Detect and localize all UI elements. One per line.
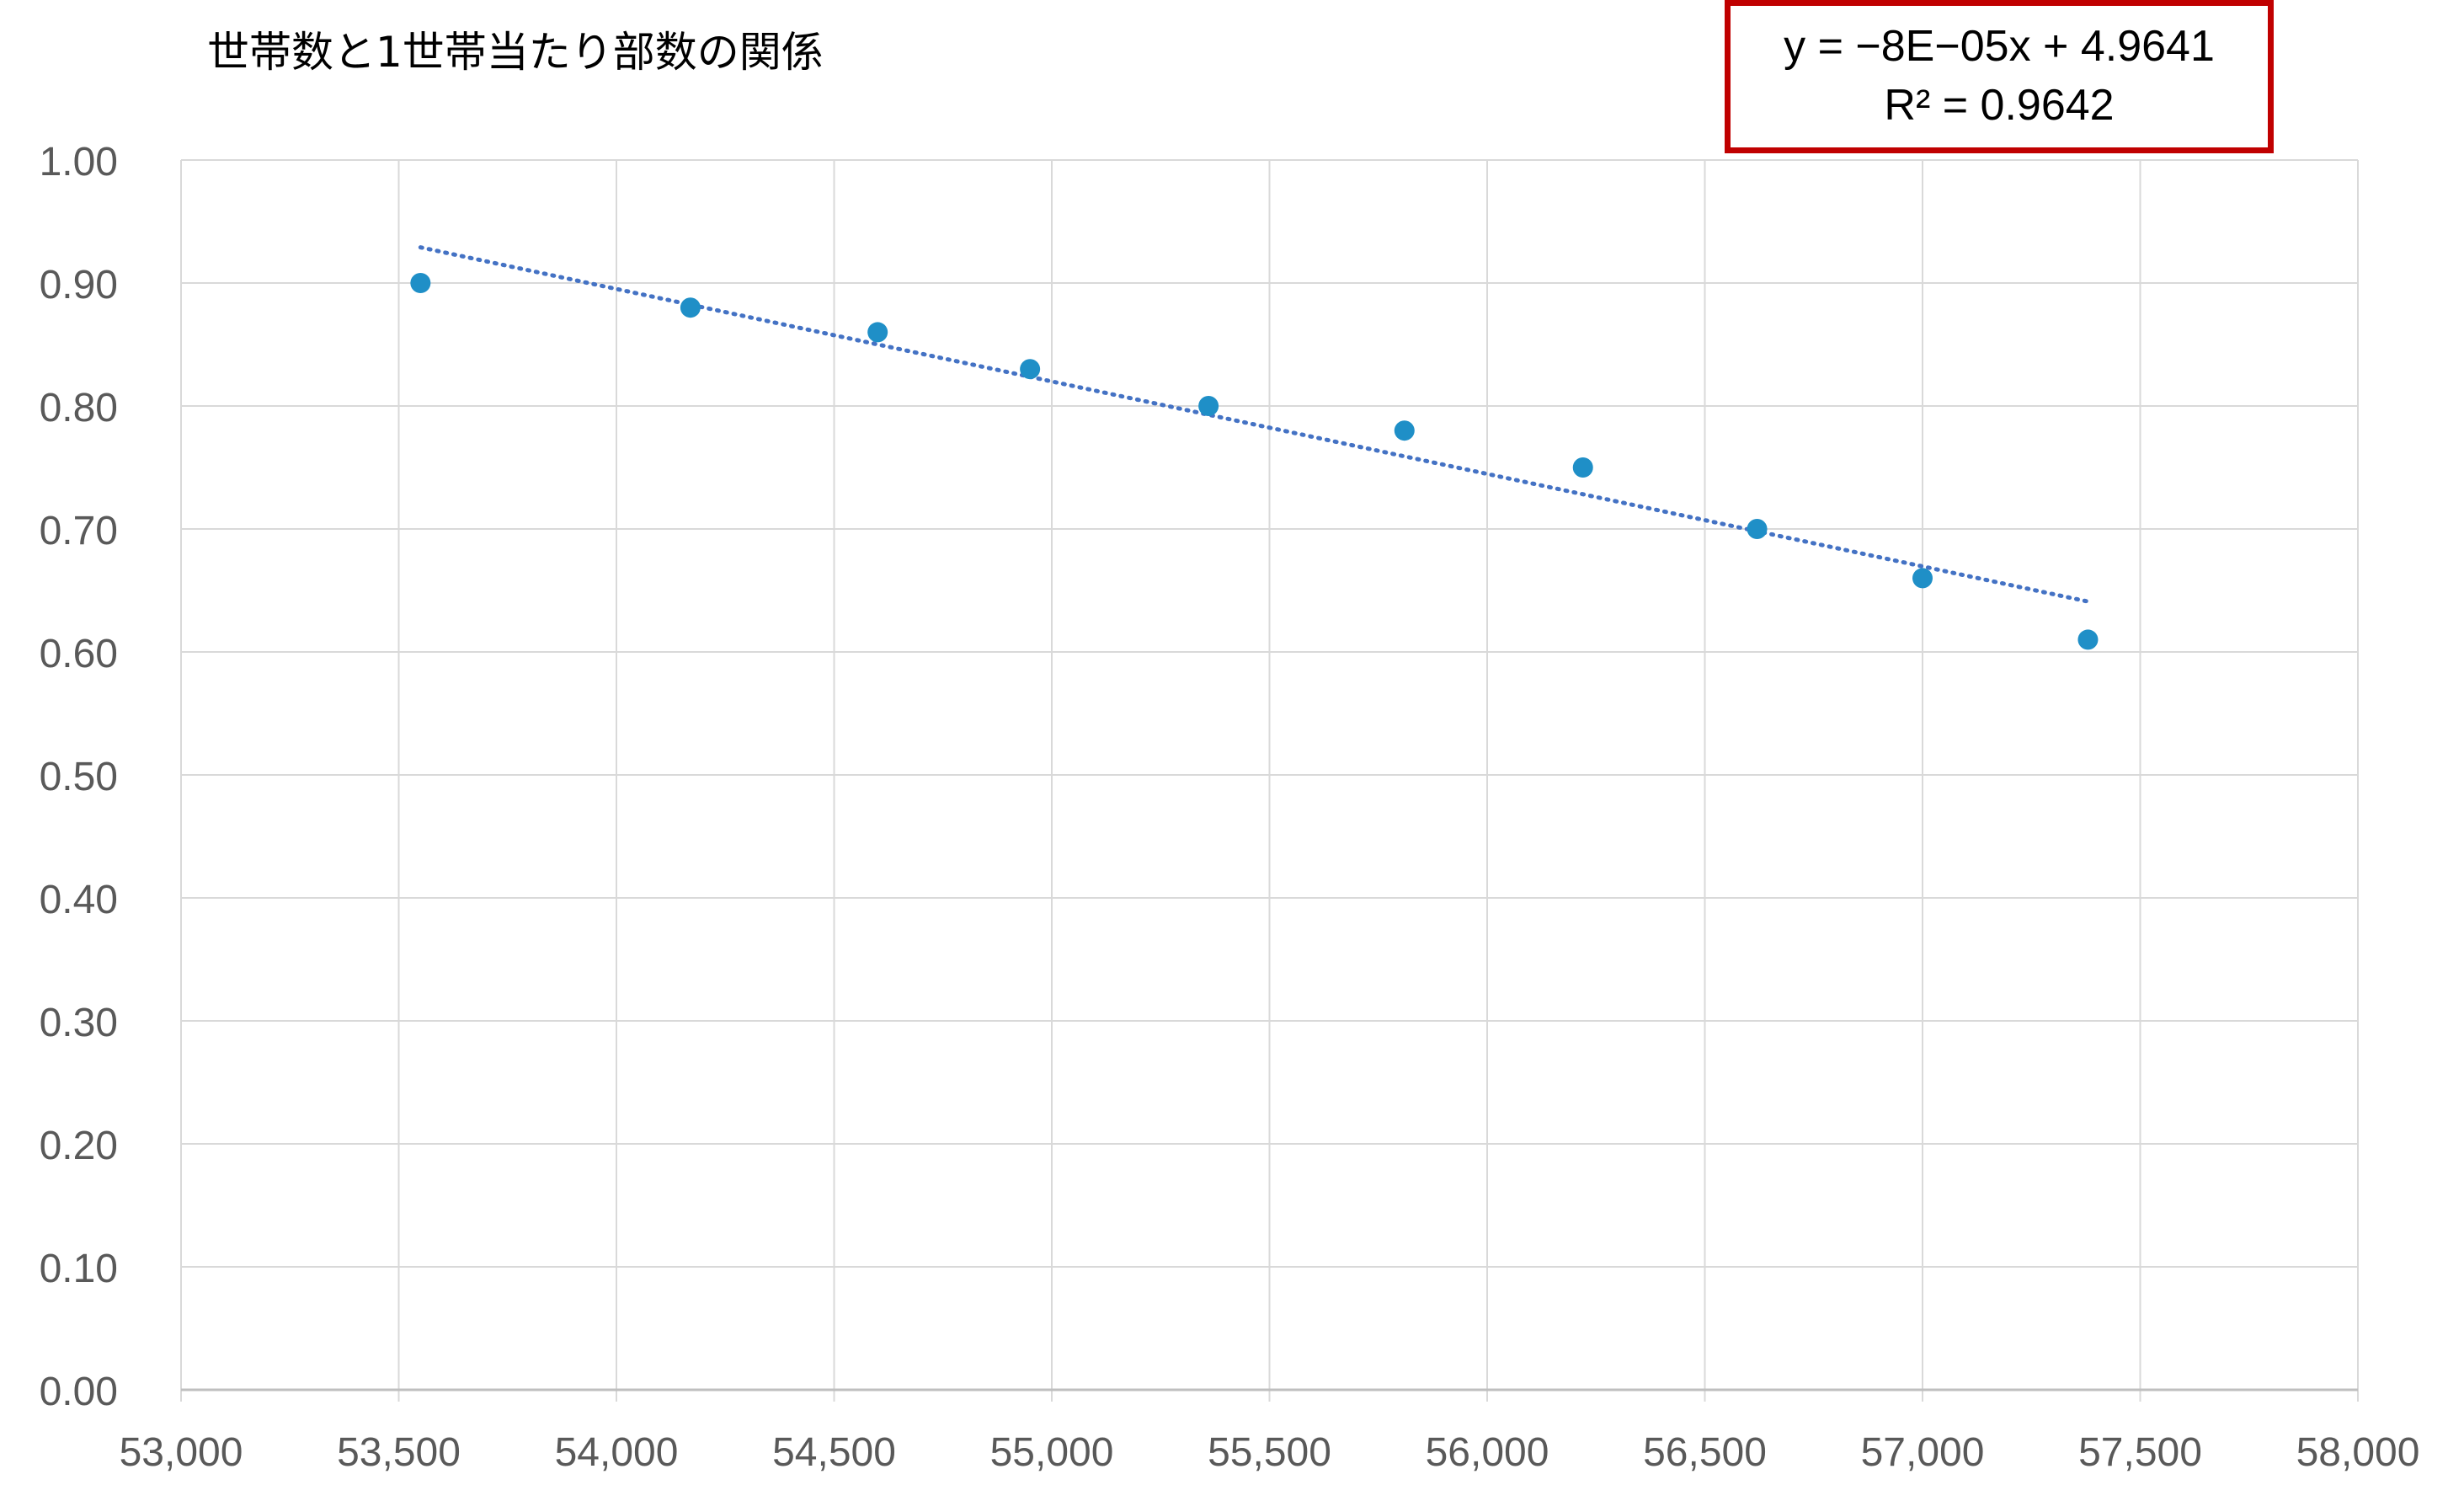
trendline [418,245,2090,604]
data-points-layer [410,273,2099,650]
trendline-r-squared: R² = 0.9642 [1884,81,2115,130]
x-tick-label: 57,000 [1861,1430,1985,1475]
x-tick-label: 54,500 [772,1430,896,1475]
data-point [1572,457,1593,478]
y-tick-label: 0.40 [40,878,118,922]
data-point [1747,519,1768,539]
data-point [1198,396,1219,416]
y-tick-label: 0.70 [40,509,118,553]
y-tick-label: 0.10 [40,1247,118,1291]
trendline-equation-box: y = −8E−05x + 4.9641 R² = 0.9642 [1725,0,2274,153]
y-tick-label: 1.00 [40,140,118,184]
y-tick-label: 0.90 [40,263,118,307]
y-tick-label: 0.30 [40,1001,118,1045]
y-tick-label: 0.80 [40,386,118,430]
x-tick-label: 53,000 [120,1430,243,1475]
x-tick-label: 58,000 [2296,1430,2420,1475]
x-tick-label: 55,000 [990,1430,1114,1475]
x-tick-label: 53,500 [337,1430,461,1475]
trendline-equation: y = −8E−05x + 4.9641 [1784,22,2215,72]
data-point [1020,359,1041,380]
data-point [1912,568,1933,589]
grid-layer [180,159,2359,1391]
data-point [680,297,701,318]
y-tick-label: 0.00 [40,1370,118,1414]
x-tick-label: 57,500 [2078,1430,2202,1475]
y-tick-label: 0.50 [40,755,118,799]
data-point [1394,420,1415,441]
x-tick-label: 56,000 [1426,1430,1549,1475]
chart-title: 世帯数と1世帯当たり部数の関係 [207,28,824,77]
data-point [2077,629,2099,650]
y-tick-label: 0.20 [40,1124,118,1168]
trendline-layer [418,245,2090,604]
axis-layer [180,1388,2359,1402]
x-tick-label: 54,000 [555,1430,679,1475]
tick-labels-layer: 0.00 0.10 0.20 0.30 0.40 0.50 0.60 0.70 0.80 0.90… [40,140,2420,1475]
data-point [410,273,431,293]
x-tick-label: 56,500 [1643,1430,1767,1475]
x-tick-label: 55,500 [1208,1430,1331,1475]
data-point [867,322,888,343]
y-tick-label: 0.60 [40,632,118,676]
